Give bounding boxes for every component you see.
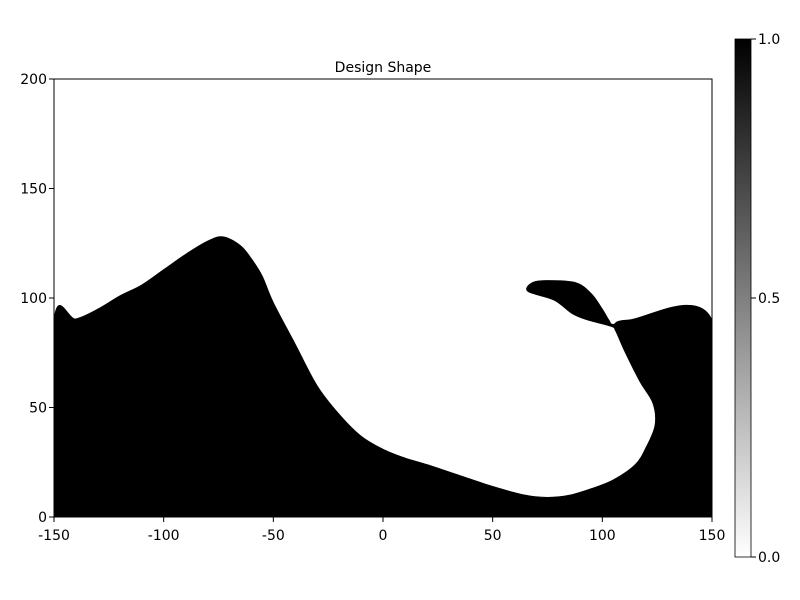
- colorbar-tick-label: 1.0: [758, 32, 780, 48]
- x-tick-label: 0: [379, 528, 388, 544]
- y-tick-label: 50: [29, 401, 47, 417]
- y-tick-label: 0: [38, 510, 47, 526]
- x-tick-label: 150: [699, 528, 726, 544]
- x-tick-label: -50: [262, 528, 285, 544]
- colorbar-gradient: [734, 38, 752, 558]
- y-tick-label: 150: [20, 182, 47, 198]
- colorbar: 0.0 0.5 1.0: [734, 32, 780, 566]
- colorbar-ticks: 0.0 0.5 1.0: [751, 32, 780, 566]
- design-shape-region: [54, 236, 712, 517]
- x-tick-label: 100: [589, 528, 616, 544]
- colorbar-tick-label: 0.5: [758, 291, 780, 307]
- chart-title: Design Shape: [335, 60, 432, 76]
- y-tick-label: 100: [20, 291, 47, 307]
- x-tick-label: 50: [484, 528, 502, 544]
- colorbar-tick-label: 0.0: [758, 550, 780, 566]
- y-axis: 0 50 100 150 200: [20, 72, 54, 526]
- plot-area: [53, 78, 713, 518]
- x-axis: -150 -100 -50 0 50 100 150: [38, 517, 725, 544]
- x-tick-label: -150: [38, 528, 70, 544]
- x-tick-label: -100: [148, 528, 180, 544]
- y-tick-label: 200: [20, 72, 47, 88]
